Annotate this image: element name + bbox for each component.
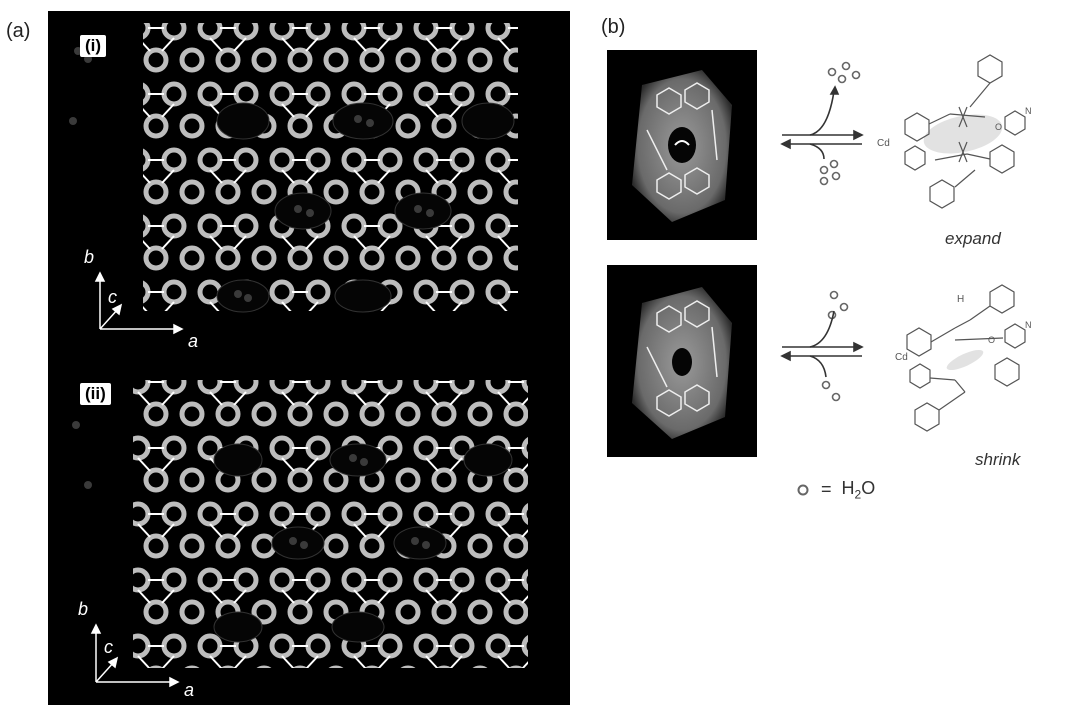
- n-atom-shrink: N: [1025, 320, 1032, 330]
- crystal-structure-image-i: (i) b c a: [48, 11, 570, 365]
- h-atom-shrink: H: [957, 294, 964, 305]
- water-legend: = H2O: [795, 478, 875, 502]
- crystal-structure-image-ii: (ii) b c a: [48, 365, 570, 705]
- molecule-shrink: Cd H N O: [885, 280, 1057, 445]
- lattice-i-svg: [69, 23, 518, 335]
- legend-water-formula: H2O: [842, 478, 876, 502]
- panel-a-label: (a): [6, 20, 31, 42]
- panel-i-tag: (i): [80, 35, 107, 57]
- state-label-expand: expand: [945, 229, 1001, 248]
- legend-equals: =: [821, 479, 832, 500]
- axis-c-label-i: c: [108, 287, 117, 307]
- axis-a-label-ii: a: [184, 680, 195, 700]
- axis-a-label-i: a: [188, 331, 199, 351]
- water-h: H: [841, 478, 855, 498]
- state-label-shrink: shrink: [975, 450, 1021, 469]
- lattice-ii-svg: [72, 380, 528, 688]
- cd-atom-shrink: Cd: [895, 352, 908, 363]
- o-atom-expand: O: [995, 122, 1002, 132]
- o-atom-shrink: O: [988, 335, 995, 345]
- water-o: O: [861, 478, 876, 498]
- cd-atom-expand: Cd: [877, 138, 890, 149]
- equilibrium-arrows-expand: [780, 55, 880, 195]
- panel-b-label: (b): [601, 16, 626, 38]
- equilibrium-arrows-shrink: [780, 285, 880, 415]
- water-molecule-icon: [797, 484, 809, 496]
- molecule-expand: Cd N O: [875, 52, 1055, 222]
- pore-render-shrink: [607, 265, 757, 457]
- n-atom-expand: N: [1025, 106, 1032, 116]
- panel-ii-tag: (ii): [80, 383, 111, 405]
- water-subscript: 2: [854, 487, 862, 502]
- axis-c-label-ii: c: [104, 637, 113, 657]
- axis-b-label-i: b: [84, 247, 95, 267]
- pore-render-expand: [607, 50, 757, 240]
- axis-b-label-ii: b: [78, 599, 89, 619]
